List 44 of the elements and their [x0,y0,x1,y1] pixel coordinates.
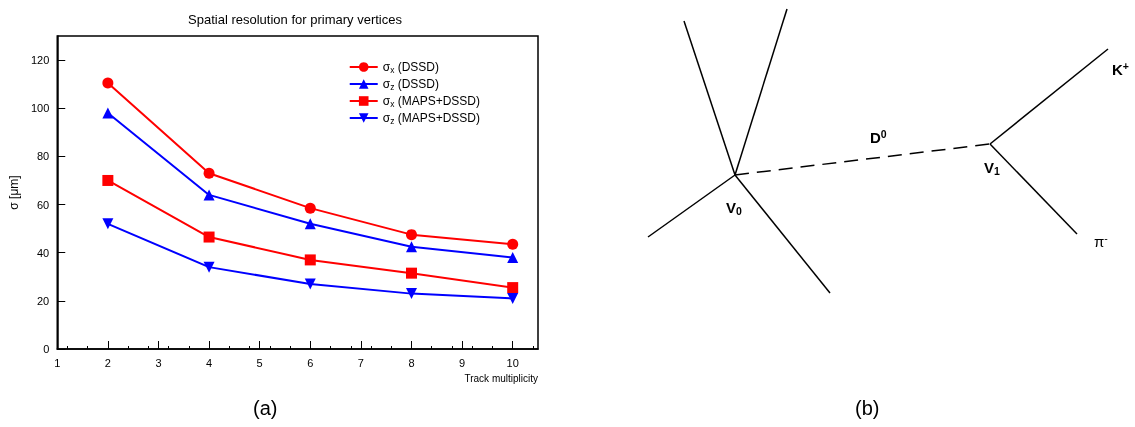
x-tick-label: 3 [155,356,162,369]
point [507,252,519,264]
point [304,254,316,266]
x-tick-label: 7 [357,356,364,369]
y-tick-label: 20 [37,294,50,307]
point [507,238,519,250]
y-tick-label: 40 [37,246,50,259]
point [203,167,215,179]
y-tick-label: 80 [37,150,50,163]
x-tick-label: 4 [206,356,213,369]
y-tick-label: 0 [43,343,50,355]
point [203,231,215,243]
point [405,288,417,300]
point [304,202,316,214]
y-axis-title: σ [μm] [7,175,21,210]
chart-title: Spatial resolution for primary vertices [188,12,403,27]
y-tick-label: 60 [37,198,50,211]
text: (b) [855,397,880,419]
point [406,229,417,241]
text: π- [1094,231,1109,250]
point [102,174,114,186]
point [507,282,519,294]
point [102,77,114,89]
point [102,218,114,230]
x-tick-label: 1 [54,356,61,369]
x-tick-label: 5 [256,356,263,369]
point [405,267,417,279]
x-tick-label: 9 [459,356,466,369]
x-tick-label: 8 [408,356,415,369]
point [507,292,519,304]
point [102,107,114,119]
x-axis-title: Track multiplicity [464,372,538,384]
x-tick-label: 10 [506,356,519,369]
point [203,189,215,201]
point [405,241,417,253]
x-tick-label: 2 [104,356,111,369]
point [203,261,215,273]
point [304,278,316,290]
y-tick-label: 100 [30,102,50,115]
text: K+ [1112,59,1129,78]
point [304,218,316,230]
text: (a) [253,397,278,419]
y-tick-label: 120 [30,54,50,67]
x-tick-label: 6 [307,356,314,369]
